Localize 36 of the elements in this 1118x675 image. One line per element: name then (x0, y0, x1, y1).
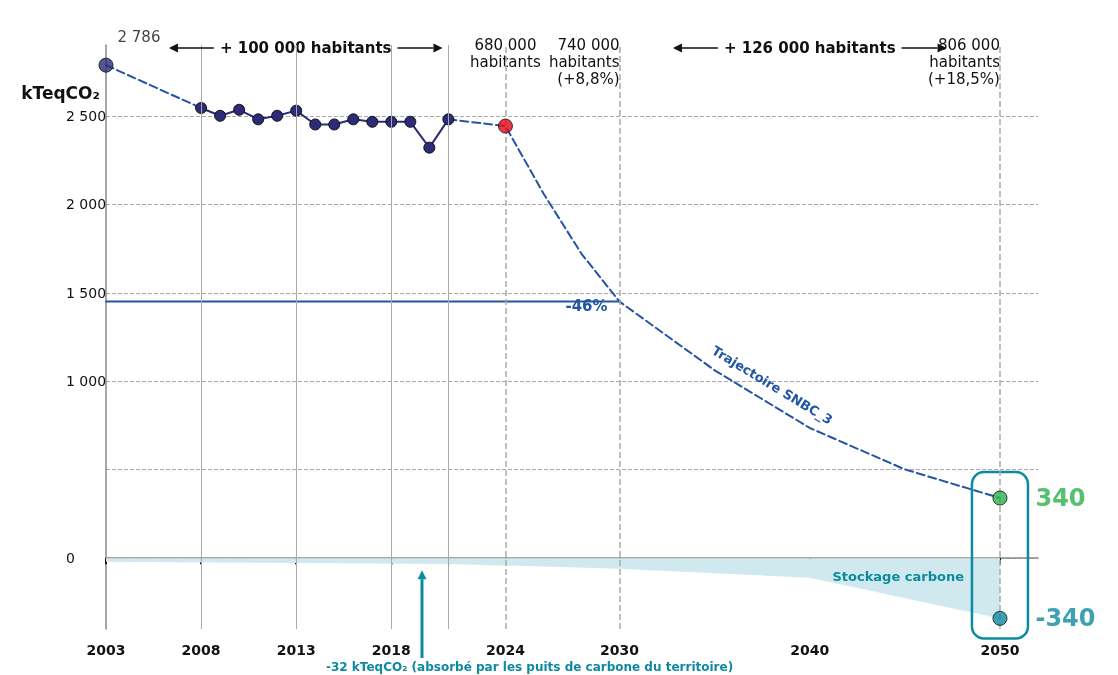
point (423, 141, 436, 154)
y-tick-label: 0 (66, 550, 75, 567)
x-tick-label: 2008 (181, 642, 221, 658)
x-tick-label: 2003 (86, 642, 126, 658)
point (214, 109, 227, 122)
data-label: -340 (1035, 604, 1096, 633)
point (271, 109, 284, 122)
point (328, 118, 341, 131)
annotation: 740 000 habitants (+8,8%) (548, 35, 620, 88)
data-label: 2 786 (117, 28, 161, 47)
annotation: + 100 000 habitants (219, 39, 392, 57)
annotation: 680 000 habitants (470, 35, 541, 71)
point (309, 118, 322, 131)
y-tick-label: 1 500 (66, 284, 107, 301)
y-axis-title: kTeqCO₂ (21, 82, 100, 103)
point (992, 490, 1008, 506)
y-tick-label: 2 500 (66, 107, 107, 124)
point (366, 115, 379, 128)
series-label: Stockage carbone (832, 568, 965, 584)
x-tick-label: 2018 (371, 642, 411, 658)
point (497, 118, 513, 134)
text: -32 kTeqCO₂ (absorbé par les puits de carbone du territoire) (326, 660, 734, 674)
y-tick-label: 1 000 (66, 373, 107, 390)
point (992, 610, 1008, 626)
x-tick-label: 2050 (980, 642, 1020, 658)
point (404, 115, 417, 128)
x-tick-label: 2040 (790, 642, 830, 658)
point (252, 113, 265, 126)
point (233, 103, 246, 116)
x-tick-label: 2024 (485, 642, 526, 658)
point (347, 113, 360, 126)
annotation: + 126 000 habitants (723, 39, 896, 57)
x-tick-label: 2030 (600, 642, 640, 658)
y-tick-label: 2 000 (66, 196, 107, 213)
data-label: 340 (1035, 484, 1086, 513)
x-tick-label: 2013 (276, 642, 316, 658)
